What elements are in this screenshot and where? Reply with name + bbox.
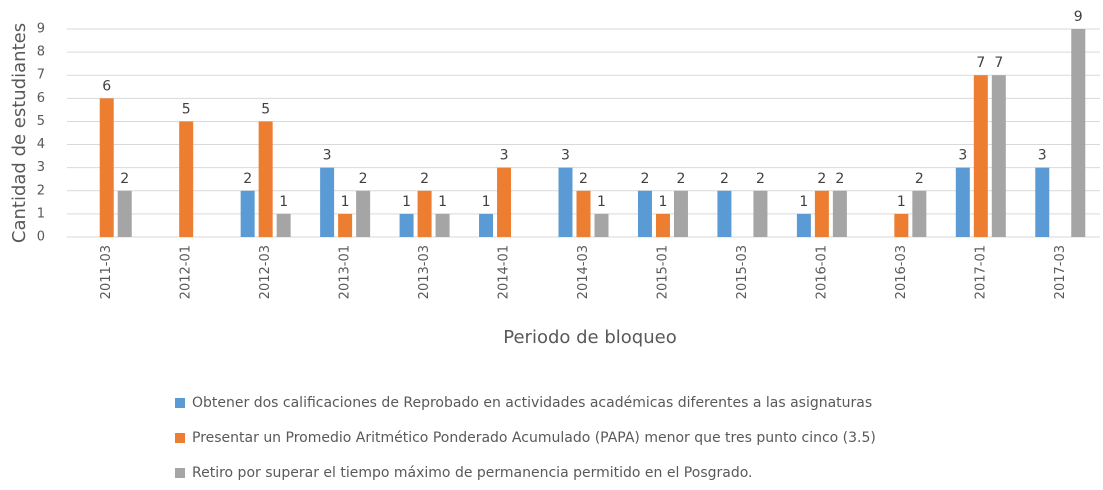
- legend-text: Presentar un Promedio Aritmético Pondera…: [192, 430, 876, 446]
- y-tick-label: 1: [37, 206, 45, 221]
- data-label: 7: [976, 55, 985, 71]
- data-label: 2: [677, 171, 686, 187]
- bar: [894, 213, 909, 237]
- data-label: 7: [994, 55, 1003, 71]
- legend-swatch: [175, 398, 185, 408]
- bar: [796, 213, 811, 237]
- legend-swatch: [175, 433, 185, 443]
- bar: [117, 190, 132, 237]
- bar: [655, 213, 670, 237]
- y-tick-label: 0: [37, 230, 45, 245]
- bar: [955, 167, 970, 237]
- bar: [1071, 29, 1086, 237]
- bar: [594, 213, 609, 237]
- data-label: 3: [323, 148, 332, 164]
- bar: [637, 190, 652, 237]
- data-label: 1: [597, 194, 606, 210]
- data-label: 9: [1074, 9, 1083, 25]
- y-axis-title: Cantidad de estudiantes: [9, 23, 30, 243]
- data-label: 2: [120, 171, 129, 187]
- legend-text: Obtener dos calificaciones de Reprobado …: [192, 395, 872, 411]
- bar: [338, 213, 353, 237]
- y-tick-label: 7: [37, 68, 45, 83]
- x-tick-label: 2015-03: [735, 245, 750, 299]
- y-tick-label: 8: [37, 45, 45, 60]
- x-tick-label: 2013-03: [417, 245, 432, 299]
- bar: [258, 121, 273, 237]
- bar: [479, 213, 494, 237]
- bar: [356, 190, 371, 237]
- bar: [99, 98, 114, 237]
- bar: [179, 121, 194, 237]
- x-tick-label: 2016-03: [894, 245, 909, 299]
- bar: [576, 190, 591, 237]
- data-label: 3: [500, 148, 509, 164]
- bar: [973, 75, 988, 237]
- bar: [417, 190, 432, 237]
- legend-text: Retiro por superar el tiempo máximo de p…: [192, 465, 753, 481]
- y-tick-label: 3: [37, 160, 45, 175]
- x-tick-label: 2012-01: [179, 245, 194, 299]
- y-tick-label: 2: [37, 183, 45, 198]
- bar: [558, 167, 573, 237]
- x-axis-title: Periodo de bloqueo: [503, 327, 676, 348]
- data-label: 2: [835, 171, 844, 187]
- data-label: 2: [720, 171, 729, 187]
- data-label: 3: [958, 148, 967, 164]
- x-tick-label: 2016-01: [814, 245, 829, 299]
- bar: [240, 190, 255, 237]
- data-label: 3: [561, 148, 570, 164]
- data-label: 1: [402, 194, 411, 210]
- data-label: 1: [659, 194, 668, 210]
- x-tick-label: 2015-01: [655, 245, 670, 299]
- x-tick-label: 2017-01: [973, 245, 988, 299]
- data-label: 1: [482, 194, 491, 210]
- data-label: 2: [641, 171, 650, 187]
- bar: [435, 213, 450, 237]
- data-label: 1: [897, 194, 906, 210]
- x-tick-label: 2014-03: [576, 245, 591, 299]
- data-label: 2: [915, 171, 924, 187]
- legend-swatch: [175, 468, 185, 478]
- bar: [832, 190, 847, 237]
- data-label: 1: [279, 194, 288, 210]
- x-tick-label: 2013-01: [338, 245, 353, 299]
- data-label: 2: [359, 171, 368, 187]
- bar: [991, 75, 1006, 237]
- bar: [814, 190, 829, 237]
- data-label: 6: [102, 78, 111, 94]
- bar: [320, 167, 335, 237]
- data-label: 5: [261, 101, 270, 117]
- data-label: 3: [1038, 148, 1047, 164]
- x-tick-label: 2011-03: [99, 245, 114, 299]
- bar: [276, 213, 291, 237]
- data-label: 2: [817, 171, 826, 187]
- data-label: 1: [341, 194, 350, 210]
- data-label: 5: [182, 101, 191, 117]
- bar: [912, 190, 927, 237]
- x-tick-label: 2017-03: [1053, 245, 1068, 299]
- bar: [1035, 167, 1050, 237]
- data-label: 2: [243, 171, 252, 187]
- data-label: 1: [799, 194, 808, 210]
- bar: [717, 190, 732, 237]
- data-label: 2: [420, 171, 429, 187]
- y-tick-label: 4: [37, 137, 45, 152]
- y-tick-label: 5: [37, 114, 45, 129]
- x-tick-label: 2014-01: [497, 245, 512, 299]
- y-tick-label: 6: [37, 91, 45, 106]
- data-label: 2: [579, 171, 588, 187]
- data-label: 2: [756, 171, 765, 187]
- data-label: 1: [438, 194, 447, 210]
- bar: [753, 190, 768, 237]
- bar: [399, 213, 414, 237]
- bar: [673, 190, 688, 237]
- bar: [497, 167, 512, 237]
- x-tick-label: 2012-03: [258, 245, 273, 299]
- y-tick-label: 9: [37, 22, 45, 37]
